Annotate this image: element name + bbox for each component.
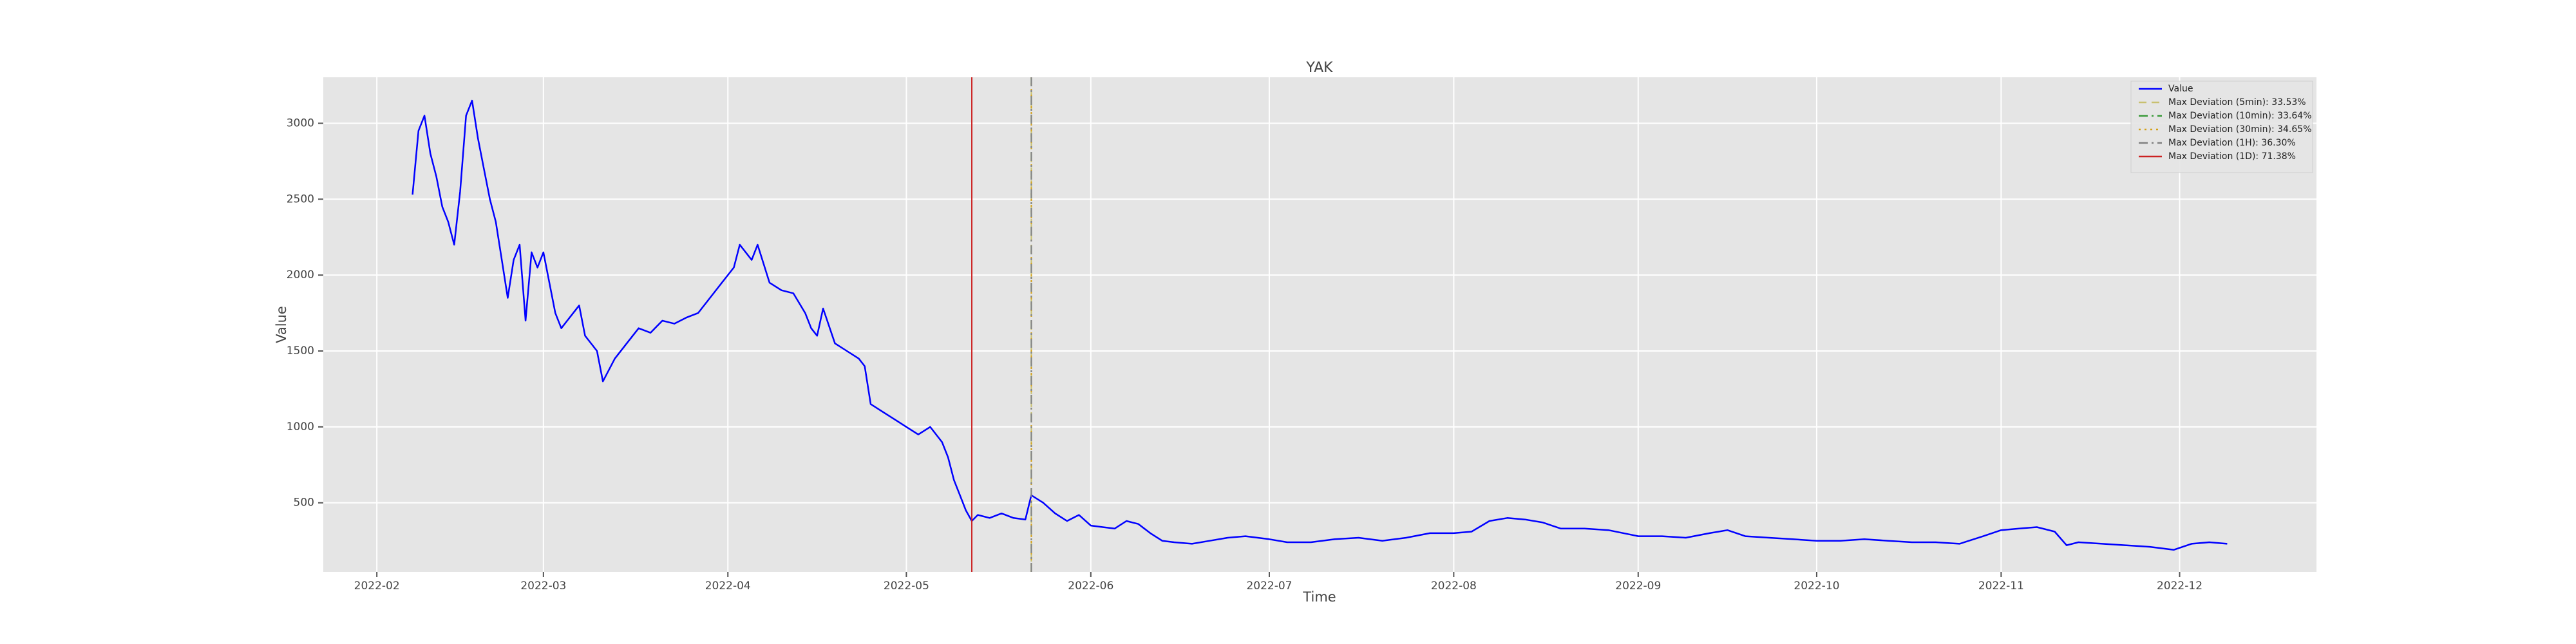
legend-label: Max Deviation (1D): 71.38% xyxy=(2168,151,2296,162)
x-tick-label: 2022-04 xyxy=(705,580,751,592)
legend-label: Max Deviation (5min): 33.53% xyxy=(2168,97,2306,108)
legend-label: Max Deviation (10min): 33.64% xyxy=(2168,111,2312,121)
x-tick-label: 2022-07 xyxy=(1246,580,1292,592)
legend-label: Max Deviation (1H): 36.30% xyxy=(2168,138,2296,148)
x-axis-label: Time xyxy=(1302,589,1336,605)
plot-background xyxy=(323,77,2316,572)
legend-box xyxy=(2130,80,2313,173)
y-tick-label: 1000 xyxy=(287,421,314,433)
data-line xyxy=(412,99,2228,551)
x-tick-label: 2022-08 xyxy=(1431,580,1477,592)
x-tick-label: 2022-03 xyxy=(520,580,566,592)
legend-label: Max Deviation (30min): 34.65% xyxy=(2168,124,2312,135)
y-tick-label: 500 xyxy=(294,497,314,509)
y-axis-label: Value xyxy=(274,306,289,343)
y-tick-label: 2000 xyxy=(287,269,314,281)
x-tick-label: 2022-06 xyxy=(1068,580,1113,592)
x-tick-label: 2022-12 xyxy=(2157,580,2202,592)
y-tick-label: 3000 xyxy=(287,117,314,129)
x-tick-label: 2022-09 xyxy=(1615,580,1661,592)
chart-title: YAK xyxy=(1305,60,1333,76)
x-tick-label: 2022-02 xyxy=(354,580,400,592)
x-tick-label: 2022-11 xyxy=(1978,580,2024,592)
x-tick-label: 2022-05 xyxy=(884,580,929,592)
y-tick-label: 1500 xyxy=(287,345,314,357)
y-tick-label: 2500 xyxy=(287,193,314,205)
x-tick-label: 2022-10 xyxy=(1794,580,1839,592)
legend: Value Max Deviation (5min): 33.53% Max Dev… xyxy=(2130,80,2313,173)
legend-label: Value xyxy=(2168,84,2193,94)
